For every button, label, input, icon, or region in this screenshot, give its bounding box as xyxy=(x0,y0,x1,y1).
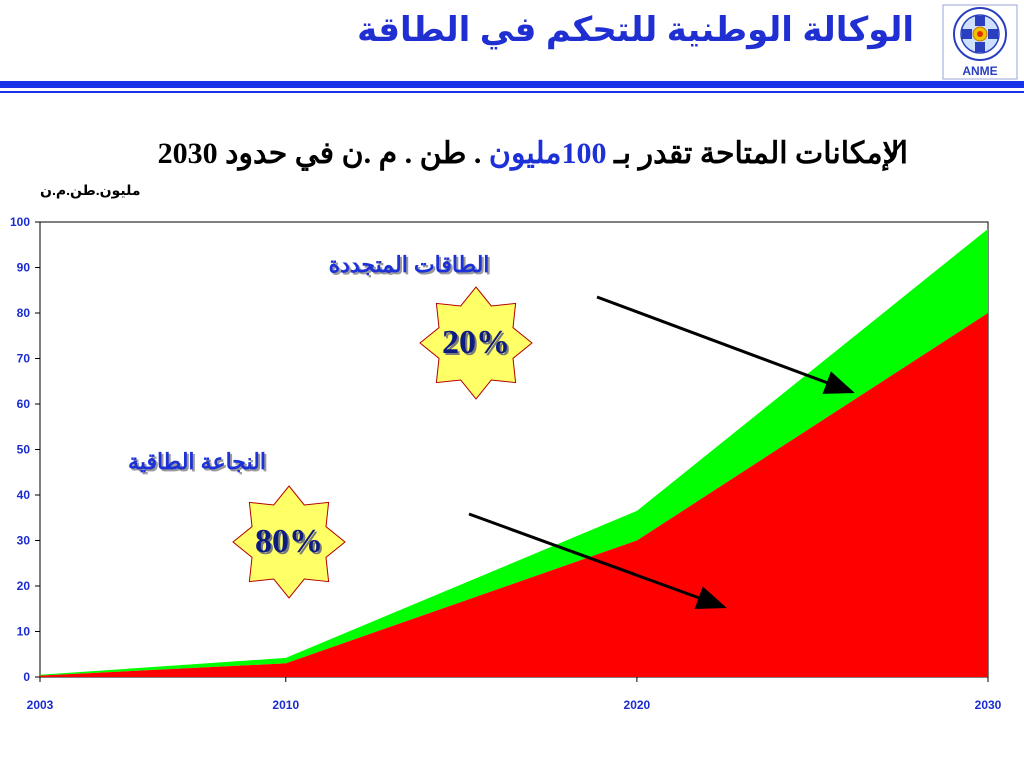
x-tick-label: 2020 xyxy=(624,698,651,712)
y-tick-label: 0 xyxy=(23,670,30,684)
annotation-label-efficiency-shadow: النجاعة الطاقية xyxy=(130,451,268,476)
badge-efficiency: 80% xyxy=(255,523,323,560)
badge-renewables-star xyxy=(419,286,533,400)
x-tick-label: 2010 xyxy=(272,698,299,712)
header-rule-thin xyxy=(0,91,1024,93)
y-tick-label: 100 xyxy=(10,215,30,229)
y-tick-label: 80 xyxy=(17,306,31,320)
y-tick-label: 70 xyxy=(17,352,31,366)
y-tick-label: 10 xyxy=(17,625,31,639)
page-title: الوكالة الوطنية للتحكم في الطاقة xyxy=(357,11,914,49)
arrow-renewables xyxy=(596,295,855,394)
badge-efficiency-star xyxy=(232,485,346,599)
badge-renewables: 20% xyxy=(442,324,510,361)
subtitle-unit: مليون xyxy=(488,137,562,170)
subtitle: الإمكانات المتاحة تقدر بـ 100مليون . طن … xyxy=(158,136,908,171)
x-tick-label: 2030 xyxy=(975,698,1002,712)
annotation-label-renewables: الطاقات المتجددة xyxy=(329,252,490,277)
y-tick-label: 60 xyxy=(17,397,31,411)
annotation-label-renewables-shadow: الطاقات المتجددة xyxy=(331,254,492,279)
y-unit-label: مليون.طن.م.ن xyxy=(40,182,141,198)
anme-logo: ANME xyxy=(942,4,1018,80)
y-tick-label: 30 xyxy=(17,534,31,548)
header-rule xyxy=(0,81,1024,88)
subtitle-suffix: . طن . م .ن في حدود 2030 xyxy=(157,137,489,170)
series-area-efficiency xyxy=(40,313,988,677)
x-tick-label: 2003 xyxy=(27,698,54,712)
check-icon xyxy=(884,140,904,158)
y-tick-label: 20 xyxy=(17,579,31,593)
subtitle-amount: 100 xyxy=(561,137,607,170)
logo-text: ANME xyxy=(962,64,997,78)
badge-efficiency-shadow: 80% xyxy=(257,525,325,562)
subtitle-prefix: الإمكانات المتاحة تقدر بـ xyxy=(606,137,908,170)
annotation-label-efficiency: النجاعة الطاقية xyxy=(128,449,266,474)
y-tick-label: 40 xyxy=(17,488,31,502)
badge-renewables-shadow: 20% xyxy=(444,326,512,363)
y-tick-label: 50 xyxy=(17,443,31,457)
y-tick-label: 90 xyxy=(17,261,31,275)
arrow-efficiency xyxy=(468,512,727,610)
